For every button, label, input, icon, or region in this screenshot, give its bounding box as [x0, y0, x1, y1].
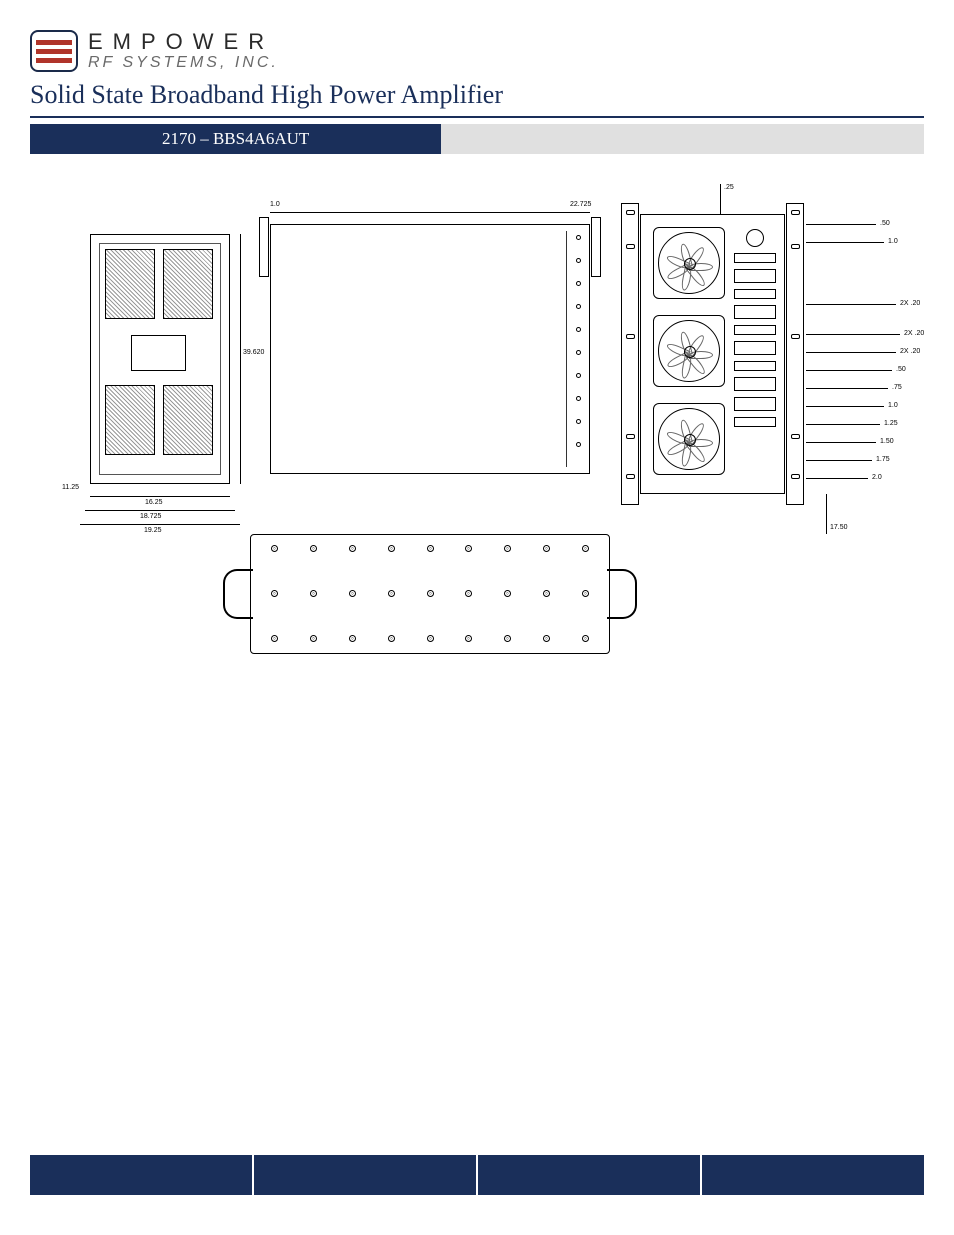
- leader-line: [806, 442, 876, 443]
- leader-line: [806, 334, 900, 335]
- leader-line: [806, 242, 884, 243]
- dim-label: 1.0: [270, 201, 280, 208]
- dim-label: 22.725: [570, 201, 591, 208]
- leader-line: [806, 424, 880, 425]
- drawing-side-view: [270, 224, 590, 474]
- dim-label: 39.620: [243, 349, 264, 356]
- leader-line: [806, 388, 888, 389]
- dim-line: [240, 234, 241, 484]
- dim-line: [826, 494, 827, 534]
- dim-label: 17.50: [830, 524, 848, 531]
- dim-line: [85, 510, 235, 511]
- dim-label: 1.50: [880, 438, 894, 445]
- dim-label: 2X .20: [904, 330, 924, 337]
- title-rule: [30, 116, 924, 118]
- leader-line: [806, 224, 876, 225]
- dim-label: 2X .20: [900, 348, 920, 355]
- drawing-front-view: [90, 234, 230, 484]
- handle-icon: [223, 569, 253, 619]
- dim-line: [90, 496, 230, 497]
- connector-column: [734, 229, 776, 427]
- mechanical-drawings: 39.620 16.25 18.725 19.25 11.25 22.725 1…: [30, 184, 924, 664]
- leader-line: [806, 304, 896, 305]
- leader-line: [806, 352, 896, 353]
- footer-segment: [478, 1155, 702, 1195]
- dim-label: 1.0: [888, 402, 898, 409]
- leader-line: [806, 370, 892, 371]
- dim-label: 19.25: [144, 527, 162, 534]
- dim-label: 2.0: [872, 474, 882, 481]
- fan-icon: [653, 315, 725, 387]
- model-number: 2170 – BBS4A6AUT: [30, 124, 441, 154]
- logo-text-top: EMPOWER: [88, 31, 279, 53]
- logo-text: EMPOWER RF SYSTEMS, INC.: [88, 31, 279, 71]
- dim-label: 2X .20: [900, 300, 920, 307]
- drawing-rear-view: [640, 214, 785, 494]
- dim-label: 18.725: [140, 513, 161, 520]
- dim-label: 1.25: [884, 420, 898, 427]
- dim-label: 1.75: [876, 456, 890, 463]
- logo-mark-icon: [30, 30, 78, 72]
- leader-line: [806, 478, 868, 479]
- dim-label: .25: [724, 184, 734, 191]
- dim-line: [720, 184, 721, 214]
- model-bar: 2170 – BBS4A6AUT: [30, 124, 924, 154]
- dim-line: [270, 212, 590, 213]
- logo: EMPOWER RF SYSTEMS, INC.: [30, 30, 924, 72]
- footer-bar: [30, 1155, 924, 1195]
- fan-icon: [653, 227, 725, 299]
- dim-label: 1.0: [888, 238, 898, 245]
- footer-segment: [254, 1155, 478, 1195]
- dim-label: 11.25: [62, 484, 79, 491]
- dim-line: [80, 524, 240, 525]
- leader-line: [806, 406, 884, 407]
- model-bar-spacer: [441, 124, 924, 154]
- dim-label: 16.25: [145, 499, 163, 506]
- dim-label: .75: [892, 384, 902, 391]
- footer-segment: [30, 1155, 254, 1195]
- leader-line: [806, 460, 872, 461]
- page-title: Solid State Broadband High Power Amplifi…: [30, 80, 924, 110]
- drawing-top-view: [250, 534, 610, 654]
- dim-label: .50: [880, 220, 890, 227]
- dim-label: .50: [896, 366, 906, 373]
- footer-segment: [702, 1155, 924, 1195]
- handle-icon: [607, 569, 637, 619]
- logo-text-bottom: RF SYSTEMS, INC.: [88, 55, 279, 71]
- fan-icon: [653, 403, 725, 475]
